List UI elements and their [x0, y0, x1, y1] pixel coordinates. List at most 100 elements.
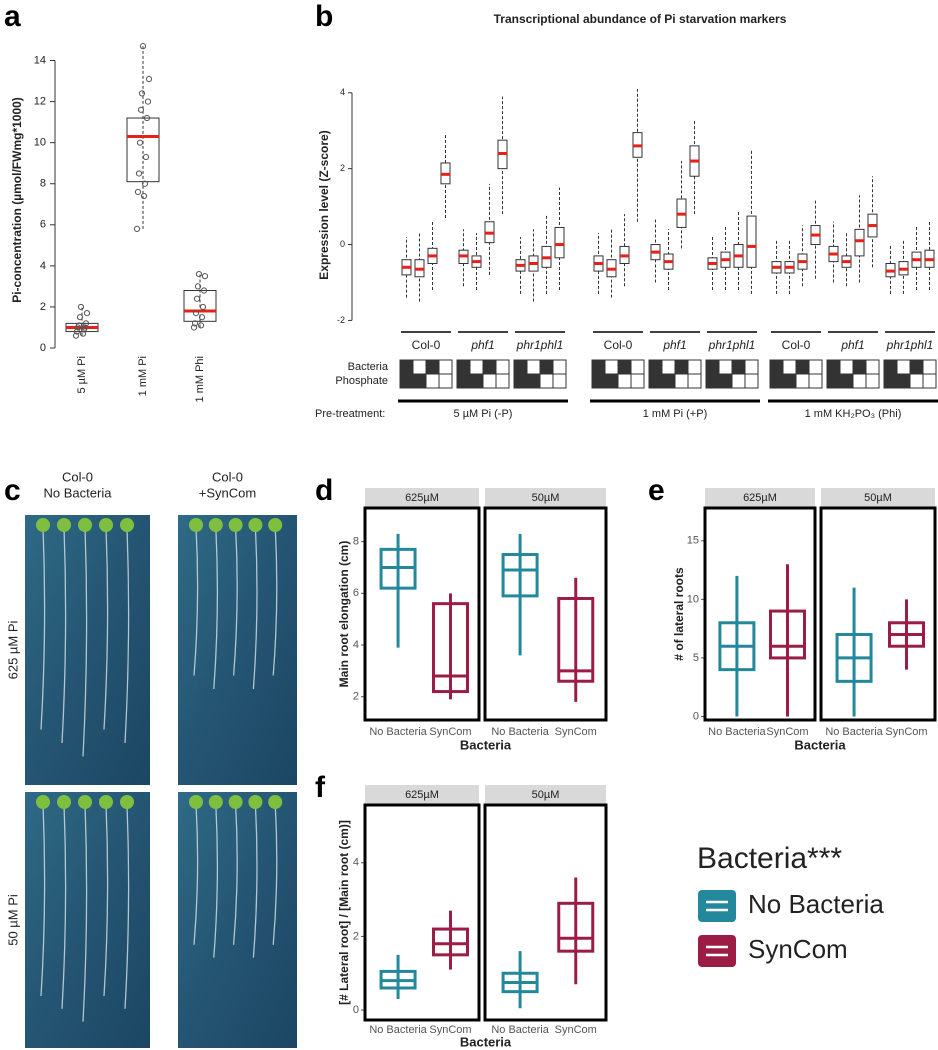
condition-square	[648, 373, 663, 389]
panel-letter: b	[315, 0, 333, 33]
column-label: +SynCom	[199, 485, 256, 500]
plate-photo	[25, 515, 150, 785]
condition-square	[839, 373, 854, 389]
facet-frame	[703, 506, 817, 722]
facet-label: 50µM	[532, 492, 560, 504]
panel-letter: e	[648, 474, 665, 507]
condition-square	[795, 359, 810, 375]
facet-label: 50µM	[864, 492, 892, 504]
seedling	[189, 795, 203, 809]
row-label: Phosphate	[335, 375, 388, 387]
condition-square	[909, 373, 924, 389]
condition-square	[591, 373, 606, 389]
y-tick-label: 14	[34, 54, 46, 66]
genotype-label: phr1phl1	[886, 338, 934, 352]
condition-square	[674, 373, 689, 389]
root	[193, 803, 199, 945]
root	[252, 803, 258, 958]
data-point	[81, 324, 89, 331]
condition-square	[865, 359, 880, 375]
root	[272, 526, 278, 676]
condition-square	[731, 373, 746, 389]
pretreatment-group: 1 mM KH₂PO₃ (Phi)	[805, 408, 902, 420]
row-label: Bacteria	[348, 361, 389, 373]
condition-square	[552, 359, 567, 375]
condition-square	[399, 373, 414, 389]
condition-square	[744, 373, 759, 389]
x-tick-label: SynCom	[766, 726, 808, 738]
condition-square	[769, 359, 784, 375]
box	[554, 226, 565, 259]
condition-square	[412, 373, 427, 389]
condition-square	[412, 359, 427, 375]
seedling	[99, 795, 113, 809]
x-tick-label: SynCom	[555, 1024, 597, 1036]
panel-letter: f	[315, 771, 326, 804]
condition-square	[425, 373, 440, 389]
data-point	[134, 188, 142, 196]
row-label: 50 µM Pi	[5, 894, 20, 946]
data-point	[143, 114, 151, 122]
condition-square	[705, 359, 720, 375]
genotype-label: phf1	[662, 338, 686, 352]
facet-frame	[363, 506, 481, 722]
condition-square	[526, 373, 541, 389]
condition-square	[495, 373, 510, 389]
x-tick-label: SynCom	[885, 726, 927, 738]
root	[103, 803, 109, 997]
genotype-label: phf1	[840, 338, 864, 352]
seedling	[78, 518, 92, 532]
condition-square	[482, 359, 497, 375]
condition-square	[718, 373, 733, 389]
data-point	[77, 303, 85, 311]
panel-letter: d	[315, 474, 333, 507]
condition-square	[795, 373, 810, 389]
y-tick-label: 12	[34, 96, 46, 108]
seedling	[57, 518, 71, 532]
panel-letter: a	[4, 0, 21, 33]
y-tick-label: 4	[40, 260, 46, 272]
y-axis-label: [# Lateral root] / [Main root (cm)]	[337, 820, 351, 1005]
y-tick-label: 0	[353, 1004, 359, 1016]
seedling	[208, 518, 223, 532]
data-point	[79, 330, 87, 337]
row-label: 625 µM Pi	[5, 620, 20, 679]
condition-square	[399, 359, 414, 375]
data-point	[195, 270, 203, 278]
facet-strip	[485, 785, 606, 804]
seedling	[57, 795, 71, 809]
x-tick-label: No Bacteria	[491, 726, 549, 738]
facet-strip	[365, 488, 479, 507]
condition-square	[604, 373, 619, 389]
data-point	[190, 324, 198, 331]
y-tick-label: 0	[40, 342, 46, 354]
seedling	[36, 795, 50, 809]
condition-square	[456, 373, 471, 389]
x-tick-label: SynCom	[555, 726, 597, 738]
seedling	[248, 518, 263, 532]
condition-square	[731, 359, 746, 375]
genotype-label: Col-0	[604, 338, 633, 352]
condition-square	[469, 373, 484, 389]
x-axis-label: Bacteria	[794, 737, 846, 752]
condition-square	[718, 359, 733, 375]
column-label: No Bacteria	[44, 485, 113, 500]
root	[124, 526, 130, 744]
condition-square	[782, 359, 797, 375]
legend-label: SynCom	[748, 934, 848, 964]
seedling	[268, 795, 283, 809]
data-point	[139, 43, 147, 50]
condition-square	[513, 359, 528, 375]
condition-square	[526, 359, 541, 375]
y-tick-label: 4	[340, 87, 345, 97]
pretreatment-group: 5 µM Pi (-P)	[454, 408, 513, 420]
box	[432, 602, 469, 694]
x-tick-label: No Bacteria	[825, 726, 883, 738]
condition-square	[591, 359, 606, 375]
condition-square	[909, 359, 924, 375]
y-tick-label: 2	[353, 930, 359, 942]
condition-square	[687, 373, 702, 389]
y-tick-label: 0	[693, 710, 699, 722]
seedling	[268, 518, 283, 532]
root	[82, 526, 88, 757]
